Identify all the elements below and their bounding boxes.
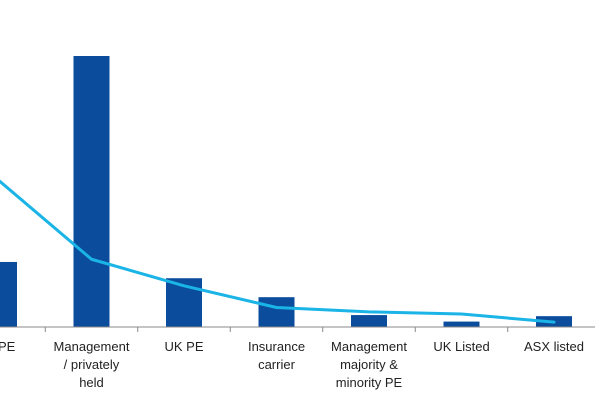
x-tick-label-line: Insurance [248, 339, 305, 354]
x-tick-label-line: UK PE [164, 339, 203, 354]
bars-layer [0, 56, 572, 327]
bar [443, 321, 480, 327]
bar [258, 297, 295, 327]
x-tick-label-line: ASX listed [524, 339, 584, 354]
x-tick-label-line: UK Listed [433, 339, 489, 354]
x-tick-label: ASX listed [524, 339, 584, 354]
bar [351, 315, 387, 327]
x-tick-label-line: Management [54, 339, 130, 354]
bar [0, 261, 17, 327]
x-tick-label-line: Management [331, 339, 407, 354]
x-tick-label-line: carrier [258, 357, 296, 372]
x-tick-label-line: PE [0, 339, 16, 354]
x-tick-label: PE [0, 339, 16, 354]
x-tick-label-line: majority & [340, 357, 398, 372]
x-axis-ticks [44, 327, 509, 332]
x-tick-label: Management majority & minority PE [331, 339, 407, 390]
x-tick-label: UK Listed [433, 339, 489, 354]
x-tick-label-line: held [79, 375, 104, 390]
x-tick-label-line: minority PE [336, 375, 403, 390]
series-line [0, 179, 556, 324]
x-tick-label: Management / privately held [54, 339, 130, 390]
x-tick-label-line: / privately [64, 357, 120, 372]
x-tick-label: Insurance carrier [248, 339, 305, 372]
bar [73, 56, 110, 327]
x-axis-labels: PE Management / privately held UK PE Insuranc… [0, 339, 584, 390]
x-tick-label: UK PE [164, 339, 203, 354]
